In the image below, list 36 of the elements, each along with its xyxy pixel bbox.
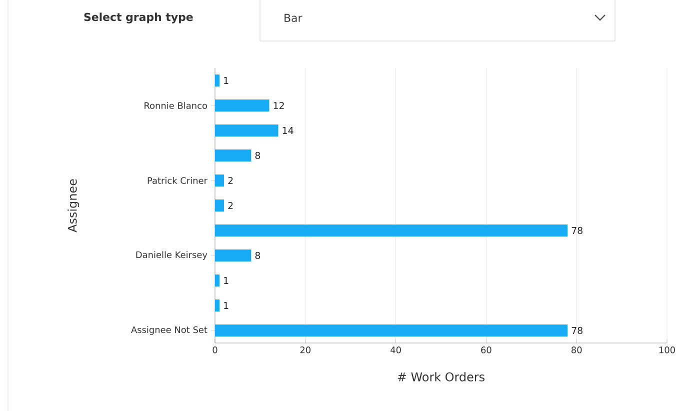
data-label: 14 <box>282 127 294 134</box>
bar <box>215 149 252 162</box>
x-axis-title: # Work Orders <box>398 372 484 382</box>
y-axis-title: Assignee <box>68 179 80 232</box>
bar <box>215 300 220 312</box>
data-label: 1 <box>224 302 228 309</box>
data-label: 1 <box>224 77 228 84</box>
x-tick-label: 0 <box>212 346 218 354</box>
bar <box>215 224 568 236</box>
bar <box>215 99 270 112</box>
bar <box>215 174 224 186</box>
x-tick-label: 40 <box>390 346 401 354</box>
y-tick-label: Assignee Not Set <box>131 326 208 335</box>
data-label: 78 <box>572 326 582 334</box>
data-label: 1 <box>224 277 228 284</box>
bar <box>215 124 278 136</box>
y-tick-label: Patrick Criner <box>148 177 208 184</box>
y-tick-label: Ronnie Blanco <box>144 102 207 109</box>
bar <box>215 199 224 212</box>
x-tick-label: 80 <box>572 346 582 354</box>
x-tick-label: 60 <box>481 346 492 354</box>
bar <box>215 74 220 86</box>
text: Bar <box>284 14 302 22</box>
x-tick-label: 100 <box>659 346 675 354</box>
bar <box>215 274 220 286</box>
data-label: 12 <box>274 102 284 110</box>
data-label: 78 <box>572 226 582 234</box>
data-label: 8 <box>255 252 260 260</box>
data-label: 8 <box>255 152 260 160</box>
data-label: 2 <box>228 176 233 184</box>
y-tick-label: Danielle Keirsey <box>136 251 208 260</box>
bar <box>215 249 252 262</box>
x-tick-label: 20 <box>300 346 311 354</box>
bar <box>215 324 568 336</box>
text: Select graph type <box>84 12 193 24</box>
data-label: 2 <box>228 202 233 210</box>
